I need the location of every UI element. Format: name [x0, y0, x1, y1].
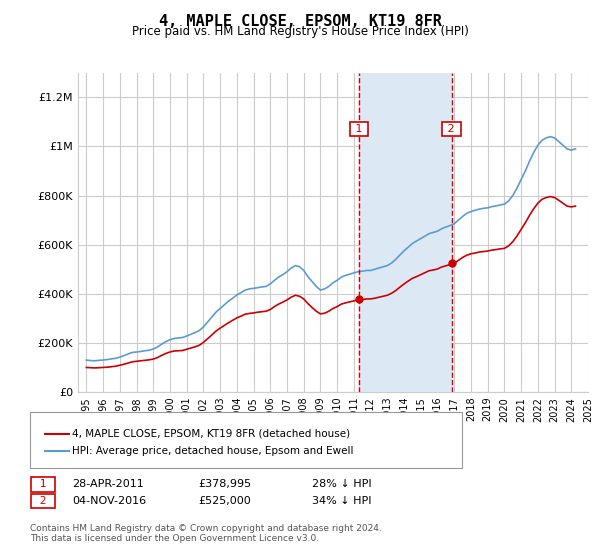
Text: 2: 2 — [33, 496, 53, 506]
Text: 34% ↓ HPI: 34% ↓ HPI — [312, 496, 371, 506]
Text: Contains HM Land Registry data © Crown copyright and database right 2024.
This d: Contains HM Land Registry data © Crown c… — [30, 524, 382, 543]
Text: £378,995: £378,995 — [198, 479, 251, 489]
Text: 28% ↓ HPI: 28% ↓ HPI — [312, 479, 371, 489]
Text: 2: 2 — [445, 124, 458, 134]
Text: 1: 1 — [352, 124, 366, 134]
Bar — [359, 73, 452, 392]
Text: 04-NOV-2016: 04-NOV-2016 — [72, 496, 146, 506]
Text: 28-APR-2011: 28-APR-2011 — [72, 479, 144, 489]
Text: 4, MAPLE CLOSE, EPSOM, KT19 8FR (detached house): 4, MAPLE CLOSE, EPSOM, KT19 8FR (detache… — [72, 429, 350, 439]
Text: £525,000: £525,000 — [198, 496, 251, 506]
Text: 1: 1 — [33, 479, 53, 489]
Text: HPI: Average price, detached house, Epsom and Ewell: HPI: Average price, detached house, Epso… — [72, 446, 353, 456]
Text: 4, MAPLE CLOSE, EPSOM, KT19 8FR: 4, MAPLE CLOSE, EPSOM, KT19 8FR — [158, 14, 442, 29]
Text: Price paid vs. HM Land Registry's House Price Index (HPI): Price paid vs. HM Land Registry's House … — [131, 25, 469, 38]
